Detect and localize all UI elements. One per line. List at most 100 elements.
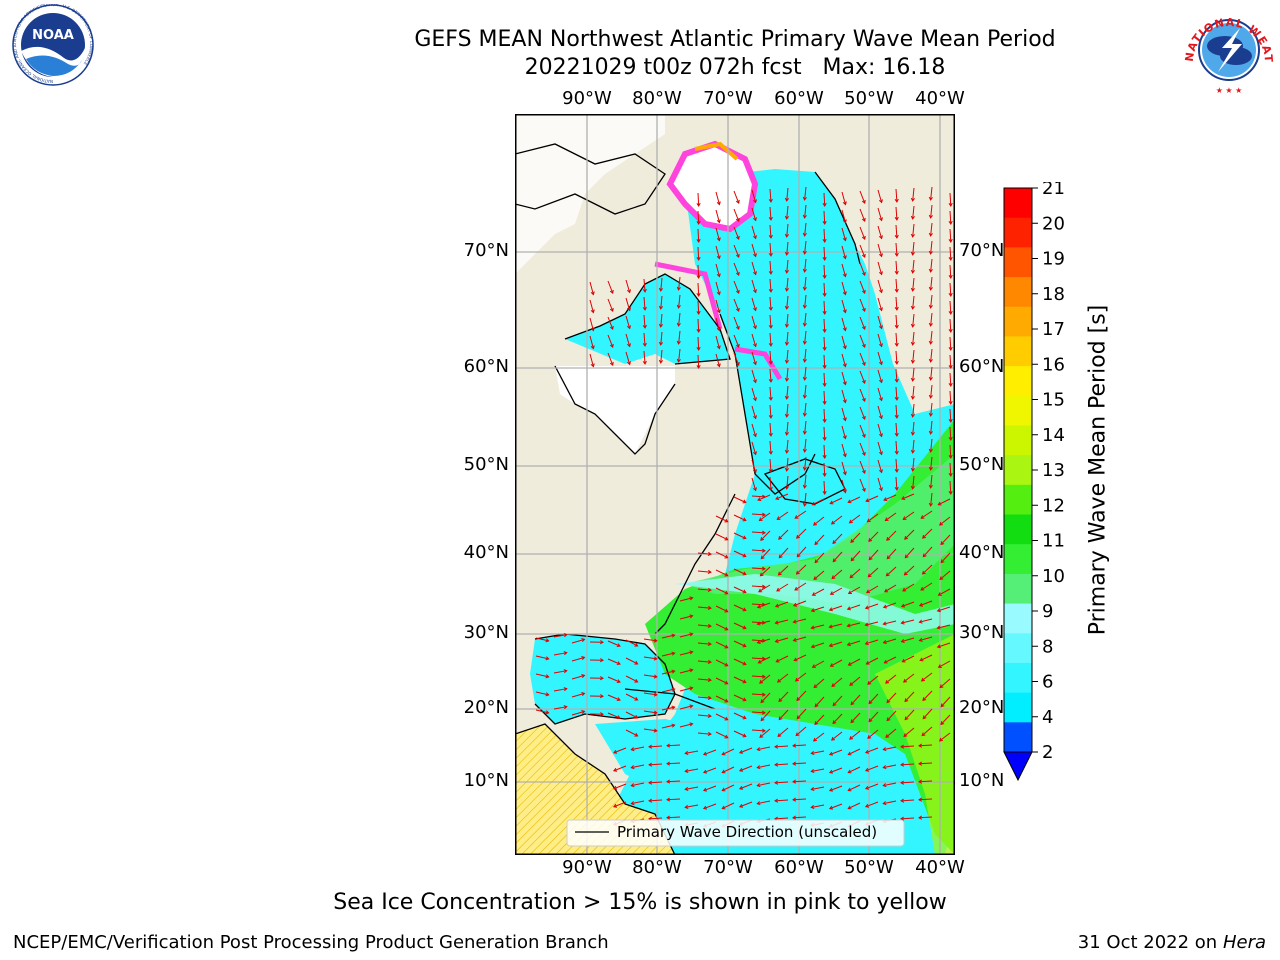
wave-direction-arrow — [847, 784, 861, 792]
wave-direction-arrow — [802, 294, 807, 309]
wave-direction-arrow — [918, 815, 933, 820]
wave-direction-arrow — [795, 564, 807, 575]
wave-direction-arrow — [904, 529, 915, 540]
wave-direction-arrow — [948, 372, 953, 387]
colorbar-tick-label: 2 — [1042, 742, 1053, 763]
wave-direction-arrow — [697, 659, 712, 665]
wave-direction-arrow — [642, 278, 647, 293]
wave-direction-arrow — [849, 730, 861, 740]
wave-direction-arrow — [903, 565, 915, 576]
wave-direction-arrow — [894, 350, 899, 365]
nws-logo: NATIONAL WEATHER SERVICE ★ ★ ★ — [1180, 2, 1274, 95]
wave-direction-arrow — [928, 384, 933, 399]
wave-direction-arrow — [831, 677, 843, 688]
wave-direction-arrow — [751, 261, 757, 276]
wave-direction-arrow — [868, 549, 879, 561]
wave-direction-arrow — [607, 298, 614, 313]
wave-direction-arrow — [811, 498, 825, 506]
wave-direction-arrow — [847, 496, 861, 504]
wave-direction-arrow — [847, 766, 861, 774]
wave-direction-arrow — [900, 601, 915, 608]
wave-direction-arrow — [751, 225, 757, 240]
wave-direction-arrows — [535, 186, 953, 828]
wave-direction-arrow — [910, 457, 915, 472]
wave-direction-arrow — [828, 641, 843, 648]
wave-direction-arrow — [696, 264, 701, 279]
wave-direction-arrow — [830, 731, 843, 741]
wave-direction-arrow — [850, 532, 861, 544]
wave-direction-arrow — [751, 674, 766, 679]
colorbar-tick-label: 16 — [1042, 354, 1065, 375]
wave-direction-arrow — [733, 226, 740, 241]
wave-direction-arrow — [696, 336, 701, 351]
wave-direction-arrow — [756, 764, 771, 770]
colorbar-segment — [1004, 306, 1032, 337]
wave-direction-arrow — [894, 332, 899, 347]
lat-tick-label-right: 60°N — [959, 356, 1005, 377]
colorbar-tick-label: 17 — [1042, 319, 1065, 340]
wave-direction-arrow — [768, 368, 773, 383]
wave-direction-arrow — [841, 425, 847, 440]
wave-direction-arrow — [733, 712, 747, 720]
wave-direction-arrow — [666, 797, 681, 802]
wave-direction-arrow — [802, 222, 807, 237]
wave-direction-arrow — [904, 547, 915, 559]
wave-direction-arrow — [768, 476, 773, 491]
wave-direction-arrow — [859, 280, 866, 295]
wave-direction-arrow — [814, 552, 825, 564]
wave-direction-arrow — [625, 711, 639, 719]
wave-direction-arrow — [589, 694, 604, 699]
wave-direction-arrow — [777, 727, 789, 738]
wave-direction-arrow — [630, 782, 645, 788]
wave-direction-arrow — [841, 263, 847, 278]
wave-direction-arrow — [859, 334, 866, 349]
colorbar-label: Primary Wave Mean Period [s] — [1085, 304, 1111, 636]
wave-direction-arrow — [894, 458, 899, 473]
wave-direction-arrow — [922, 708, 933, 720]
wave-direction-arrow — [918, 743, 933, 748]
wave-direction-arrow — [910, 241, 915, 256]
wave-direction-arrow — [658, 295, 664, 310]
wave-direction-arrow — [877, 477, 883, 492]
wave-direction-arrow — [796, 546, 807, 558]
wave-direction-arrow — [738, 765, 753, 772]
wave-direction-arrow — [625, 657, 639, 665]
wave-direction-arrow — [589, 335, 595, 350]
wave-direction-arrow — [571, 638, 586, 644]
wave-direction-arrow — [756, 800, 771, 806]
wave-direction-arrow — [910, 439, 915, 454]
wave-direction-arrow — [751, 369, 757, 384]
wave-direction-arrow — [733, 298, 740, 313]
wave-direction-arrow — [658, 313, 664, 328]
wave-direction-arrow — [928, 294, 933, 309]
wave-direction-arrow — [928, 186, 933, 201]
wave-direction-arrow — [792, 761, 807, 766]
wave-direction-arrow — [948, 246, 953, 261]
wave-direction-arrow — [625, 279, 631, 294]
wave-direction-arrow — [811, 660, 825, 668]
wave-direction-arrow — [792, 618, 807, 624]
wave-direction-arrow — [882, 620, 897, 626]
wave-direction-arrow — [768, 440, 773, 455]
wave-direction-arrow — [589, 640, 604, 645]
wave-direction-arrow — [894, 368, 899, 383]
wave-direction-arrow — [864, 783, 879, 790]
wave-direction-arrow — [802, 366, 807, 381]
wave-direction-arrow — [883, 656, 897, 664]
colorbar-extend-arrow — [1003, 751, 1033, 782]
wave-direction-arrow — [928, 330, 933, 345]
wave-direction-arrow — [904, 709, 915, 721]
lon-tick-label-top: 70°W — [703, 88, 753, 109]
wave-direction-arrow — [784, 403, 790, 418]
wave-direction-arrow — [607, 712, 621, 720]
wave-direction-arrow — [850, 712, 861, 724]
colorbar-segment — [1004, 692, 1032, 723]
wave-direction-arrow — [666, 743, 681, 748]
lon-tick-label-bottom: 50°W — [844, 857, 894, 878]
chart-title: GEFS MEAN Northwest Atlantic Primary Wav… — [414, 27, 1056, 52]
wave-direction-arrow — [894, 224, 899, 239]
wave-direction-arrow — [841, 389, 847, 404]
wave-direction-arrow — [768, 404, 773, 419]
wave-direction-arrow — [679, 650, 694, 656]
wave-direction-arrow — [796, 528, 807, 539]
